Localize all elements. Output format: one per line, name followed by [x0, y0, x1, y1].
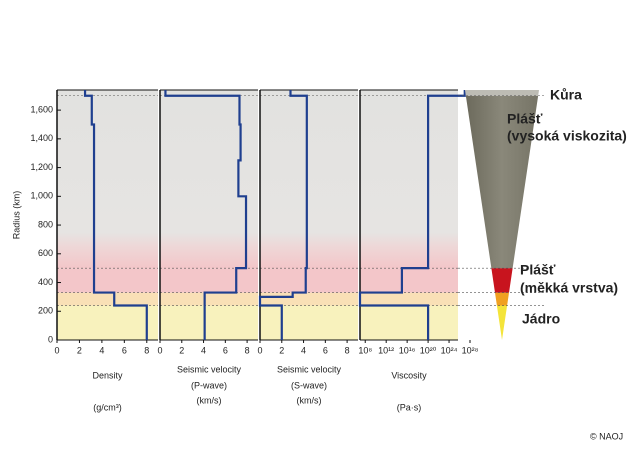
layer-band: [160, 292, 258, 306]
cone-crust: [465, 90, 539, 96]
label-crust: Kůra: [550, 87, 582, 103]
layer-band: [260, 90, 358, 269]
x-tick-label: 10²⁸: [462, 345, 479, 355]
y-tick-label: 200: [38, 306, 53, 316]
x-axis-label: (g/cm³): [93, 402, 122, 412]
layer-band: [57, 292, 158, 306]
profile-line: [164, 90, 248, 340]
y-tick-label: 0: [48, 334, 53, 344]
x-tick-label: 10²⁴: [441, 345, 458, 355]
x-tick-label: 6: [323, 345, 328, 355]
y-tick-label: 800: [38, 219, 53, 229]
y-tick-label: 400: [38, 277, 53, 287]
layer-band: [360, 305, 458, 340]
x-tick-label: 4: [301, 345, 306, 355]
y-axis-label: Radius (km): [11, 191, 21, 240]
x-axis-label: Seismic velocity: [177, 364, 242, 374]
layer-band: [360, 268, 458, 293]
layer-band: [260, 292, 358, 306]
x-tick-label: 10¹⁶: [399, 345, 416, 355]
x-axis-label: Density: [92, 370, 123, 380]
x-axis-label: (S-wave): [291, 380, 327, 390]
profile-line: [83, 90, 148, 340]
x-tick-label: 10¹²: [378, 345, 394, 355]
layer-band: [57, 90, 158, 269]
x-tick-label: 2: [77, 345, 82, 355]
x-axis-label: (P-wave): [191, 380, 227, 390]
x-tick-label: 0: [54, 345, 59, 355]
x-tick-label: 6: [122, 345, 127, 355]
label-core: Jádro: [522, 311, 560, 327]
x-tick-label: 0: [257, 345, 262, 355]
profile-line: [258, 90, 308, 340]
y-tick-label: 1,200: [30, 162, 53, 172]
cone-mantle: [465, 95, 539, 269]
x-tick-label: 8: [245, 345, 250, 355]
x-tick-label: 10⁸: [358, 345, 372, 355]
x-tick-label: 6: [223, 345, 228, 355]
y-tick-label: 1,400: [30, 133, 53, 143]
x-tick-label: 2: [179, 345, 184, 355]
layer-band: [360, 90, 458, 269]
label-mantle: (vysoká viskozita): [507, 128, 627, 144]
cone-layer: [494, 292, 510, 306]
label-soft-layer: Plášť: [520, 262, 556, 278]
x-tick-label: 8: [144, 345, 149, 355]
cone-core: [496, 305, 508, 340]
layer-band: [160, 305, 258, 340]
x-axis-label: Seismic velocity: [277, 364, 342, 374]
layer-band: [160, 268, 258, 293]
y-tick-label: 1,600: [30, 104, 53, 114]
x-axis-label: (km/s): [197, 395, 222, 405]
x-tick-label: 10²⁰: [420, 345, 437, 355]
x-tick-label: 4: [201, 345, 206, 355]
x-tick-label: 8: [345, 345, 350, 355]
x-tick-label: 4: [99, 345, 104, 355]
profile-line: [358, 90, 466, 340]
layer-band: [57, 268, 158, 293]
layer-band: [57, 305, 158, 340]
layer-band: [260, 268, 358, 293]
x-axis-label: (Pa·s): [397, 402, 422, 412]
x-axis-label: Viscosity: [391, 370, 427, 380]
layer-band: [260, 305, 358, 340]
y-tick-label: 600: [38, 248, 53, 258]
layer-band: [160, 90, 258, 269]
label-soft-layer: (měkká vrstva): [520, 280, 618, 296]
layer-band: [360, 292, 458, 306]
credit: © NAOJ: [590, 431, 623, 441]
y-tick-label: 1,000: [30, 191, 53, 201]
x-tick-label: 2: [279, 345, 284, 355]
cone-soft-layer: [491, 268, 513, 293]
x-axis-label: (km/s): [297, 395, 322, 405]
label-mantle: Plášť: [507, 111, 543, 127]
x-tick-label: 0: [157, 345, 162, 355]
